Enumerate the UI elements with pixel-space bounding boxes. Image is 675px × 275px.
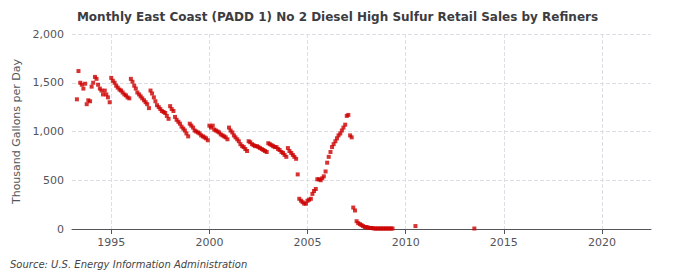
svg-text:0: 0 xyxy=(57,223,64,236)
svg-text:Source: U.S. Energy Informatio: Source: U.S. Energy Information Administ… xyxy=(10,259,247,270)
svg-text:Thousand Gallons per Day: Thousand Gallons per Day xyxy=(10,58,23,205)
svg-text:2005: 2005 xyxy=(294,236,322,249)
svg-text:2020: 2020 xyxy=(588,236,616,249)
svg-text:Monthly East Coast (PADD 1) No: Monthly East Coast (PADD 1) No 2 Diesel … xyxy=(77,10,598,24)
svg-text:2,000: 2,000 xyxy=(33,28,65,41)
svg-text:2010: 2010 xyxy=(392,236,420,249)
svg-text:1995: 1995 xyxy=(97,236,125,249)
svg-text:2000: 2000 xyxy=(195,236,223,249)
svg-text:1,500: 1,500 xyxy=(33,76,65,89)
svg-text:1,000: 1,000 xyxy=(33,125,65,138)
svg-text:2015: 2015 xyxy=(490,236,518,249)
svg-text:500: 500 xyxy=(43,174,64,187)
